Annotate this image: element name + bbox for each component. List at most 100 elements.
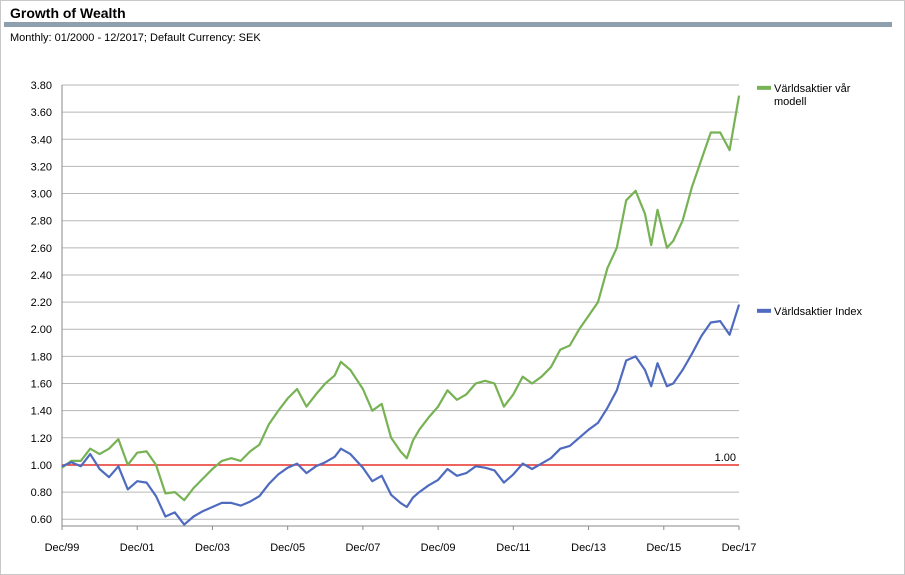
- data-point: [625, 359, 627, 362]
- reference-line-label: 1.00: [715, 452, 736, 464]
- x-tick-label: Dec/11: [496, 542, 530, 554]
- y-tick-label: 2.00: [31, 324, 52, 336]
- y-tick-label: 1.00: [31, 460, 52, 472]
- data-point: [99, 468, 101, 470]
- data-point: [117, 465, 119, 467]
- data-point: [258, 444, 261, 446]
- data-point: [625, 199, 627, 201]
- data-point: [334, 456, 336, 458]
- x-tick-label: Dec/03: [195, 542, 230, 554]
- data-point: [406, 506, 408, 508]
- x-tick-label: Dec/07: [345, 542, 380, 554]
- data-point: [324, 382, 326, 385]
- data-point: [362, 467, 364, 469]
- data-point: [475, 465, 477, 467]
- data-point: [666, 385, 668, 387]
- data-point: [559, 349, 561, 351]
- data-point: [390, 494, 392, 496]
- data-point: [682, 369, 684, 371]
- data-point: [249, 501, 251, 503]
- data-point: [550, 457, 552, 459]
- data-point: [230, 502, 232, 504]
- data-point: [240, 505, 242, 507]
- data-point: [268, 483, 270, 485]
- data-point: [296, 463, 298, 465]
- data-point: [349, 369, 351, 371]
- data-point: [230, 457, 232, 459]
- data-point: [606, 407, 609, 409]
- data-point: [211, 468, 213, 470]
- y-tick-label: 2.40: [31, 270, 52, 282]
- data-point: [258, 495, 261, 497]
- y-tick-label: 2.60: [31, 243, 52, 255]
- data-point: [89, 448, 91, 450]
- data-point: [277, 473, 279, 475]
- data-point: [428, 416, 430, 418]
- data-point: [635, 190, 637, 192]
- data-point: [531, 382, 533, 385]
- data-point: [305, 472, 308, 474]
- data-point: [719, 131, 721, 134]
- data-point: [559, 448, 561, 450]
- data-point: [174, 491, 176, 493]
- data-point: [287, 397, 289, 399]
- data-point: [381, 475, 383, 477]
- data-point: [193, 515, 195, 518]
- data-point: [412, 439, 414, 442]
- data-point: [710, 321, 712, 324]
- data-point: [399, 502, 402, 504]
- data-point: [89, 453, 91, 455]
- data-point: [340, 361, 342, 363]
- data-point: [446, 468, 449, 470]
- data-point: [183, 499, 185, 501]
- data-point: [606, 267, 609, 269]
- data-point: [484, 467, 486, 469]
- y-tick-label: 1.40: [31, 406, 52, 418]
- title-divider: [4, 22, 892, 27]
- data-point: [136, 452, 138, 454]
- data-point: [146, 482, 148, 484]
- data-point: [578, 437, 580, 439]
- y-tick-label: 1.80: [31, 351, 52, 363]
- data-point: [691, 353, 693, 355]
- data-point: [371, 480, 373, 482]
- reference-line-group: 1.00: [62, 452, 739, 466]
- data-point: [522, 376, 524, 378]
- data-point: [70, 461, 72, 463]
- data-point: [127, 464, 129, 466]
- data-point: [127, 488, 129, 490]
- x-tick-label: Dec/99: [45, 542, 80, 554]
- data-point: [644, 369, 646, 371]
- data-point: [164, 492, 166, 494]
- data-point: [710, 131, 712, 134]
- data-point: [324, 461, 326, 463]
- data-point: [650, 244, 652, 246]
- data-point: [211, 506, 213, 508]
- y-tick-label: 0.80: [31, 487, 52, 499]
- legend-label: Världsaktier Index: [774, 306, 863, 318]
- data-point: [503, 482, 505, 484]
- data-point: [484, 380, 486, 382]
- data-point: [108, 476, 110, 478]
- legend-swatch: [757, 85, 771, 90]
- gridlines: [62, 84, 739, 520]
- data-point: [80, 465, 82, 467]
- data-point: [349, 453, 351, 455]
- y-tick-label: 1.20: [31, 433, 52, 445]
- data-point: [475, 382, 477, 385]
- data-point: [616, 389, 618, 391]
- data-point: [287, 467, 289, 469]
- data-point: [221, 502, 223, 504]
- data-point: [390, 437, 392, 439]
- data-point: [503, 406, 505, 408]
- y-tick-label: 1.60: [31, 379, 52, 391]
- data-point: [371, 410, 373, 412]
- data-point: [550, 366, 552, 368]
- x-tick-label: Dec/05: [270, 542, 305, 554]
- data-point: [406, 457, 408, 459]
- page-title: Growth of Wealth: [10, 5, 126, 21]
- data-point: [465, 472, 467, 474]
- data-point: [672, 240, 674, 242]
